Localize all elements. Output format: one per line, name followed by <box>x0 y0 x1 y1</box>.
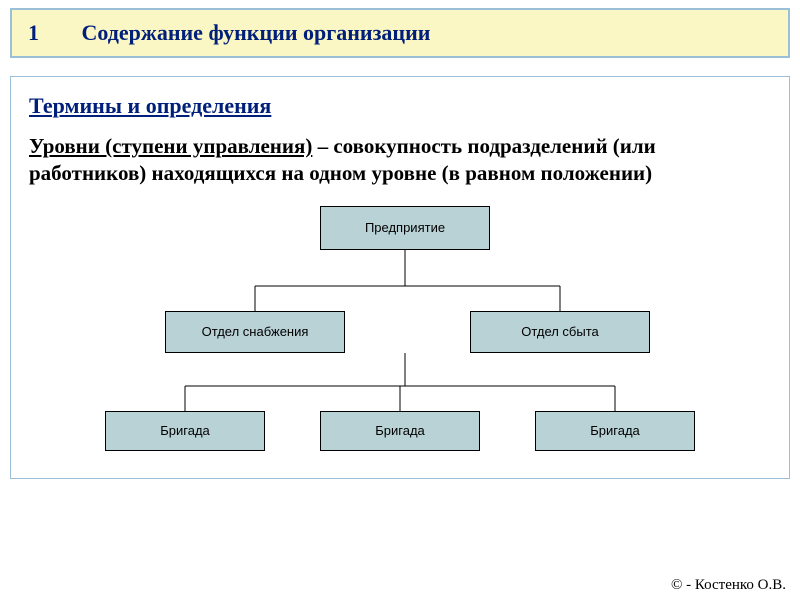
copyright: © - Костенко О.В. <box>671 577 786 594</box>
title-bar: 1 Содержание функции организации <box>10 8 790 58</box>
org-node-b3: Бригада <box>535 411 695 451</box>
org-node-d2: Отдел сбыта <box>470 311 650 353</box>
section-heading: Термины и определения <box>29 93 771 119</box>
org-node-root: Предприятие <box>320 206 490 250</box>
org-node-d1: Отдел снабжения <box>165 311 345 353</box>
org-node-b2: Бригада <box>320 411 480 451</box>
org-chart: Предприятие Отдел снабжения Отдел сбыта Бри… <box>90 206 710 456</box>
definition-paragraph: Уровни (ступени управления) – совокупнос… <box>29 133 771 188</box>
title-text: Содержание функции организации <box>82 20 431 45</box>
definition-term: Уровни (ступени управления) <box>29 134 312 158</box>
main-content-box: Термины и определения Уровни (ступени уп… <box>10 76 790 479</box>
title-number: 1 <box>28 20 76 46</box>
org-node-b1: Бригада <box>105 411 265 451</box>
